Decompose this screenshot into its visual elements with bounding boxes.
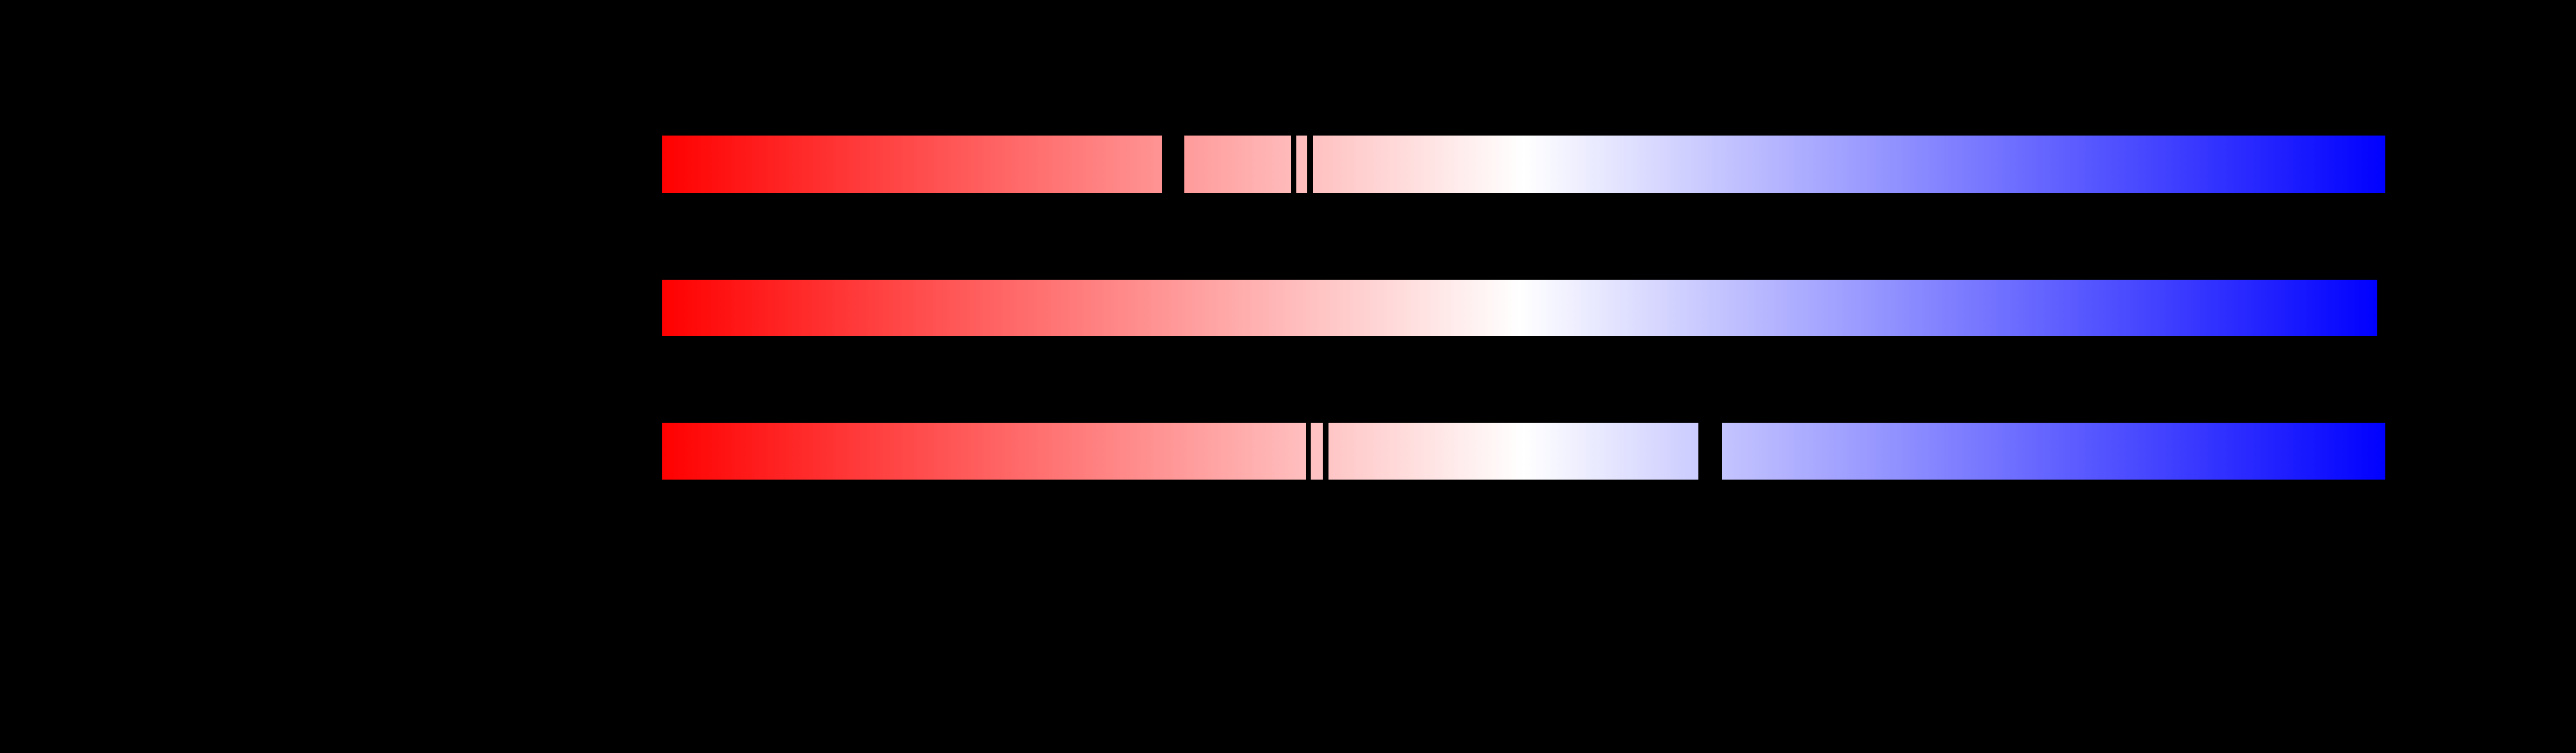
colormap-strip-3 — [662, 422, 2385, 480]
colormap-strip-1 — [662, 135, 2385, 194]
strip-gap — [1323, 422, 1328, 480]
strip-gap — [1307, 135, 1313, 194]
strip-gap — [1291, 135, 1296, 194]
strip-gap — [1306, 422, 1311, 480]
strip-gap — [1698, 422, 1722, 480]
colormap-strip-2 — [662, 280, 2377, 336]
strip-gap — [1162, 135, 1184, 194]
